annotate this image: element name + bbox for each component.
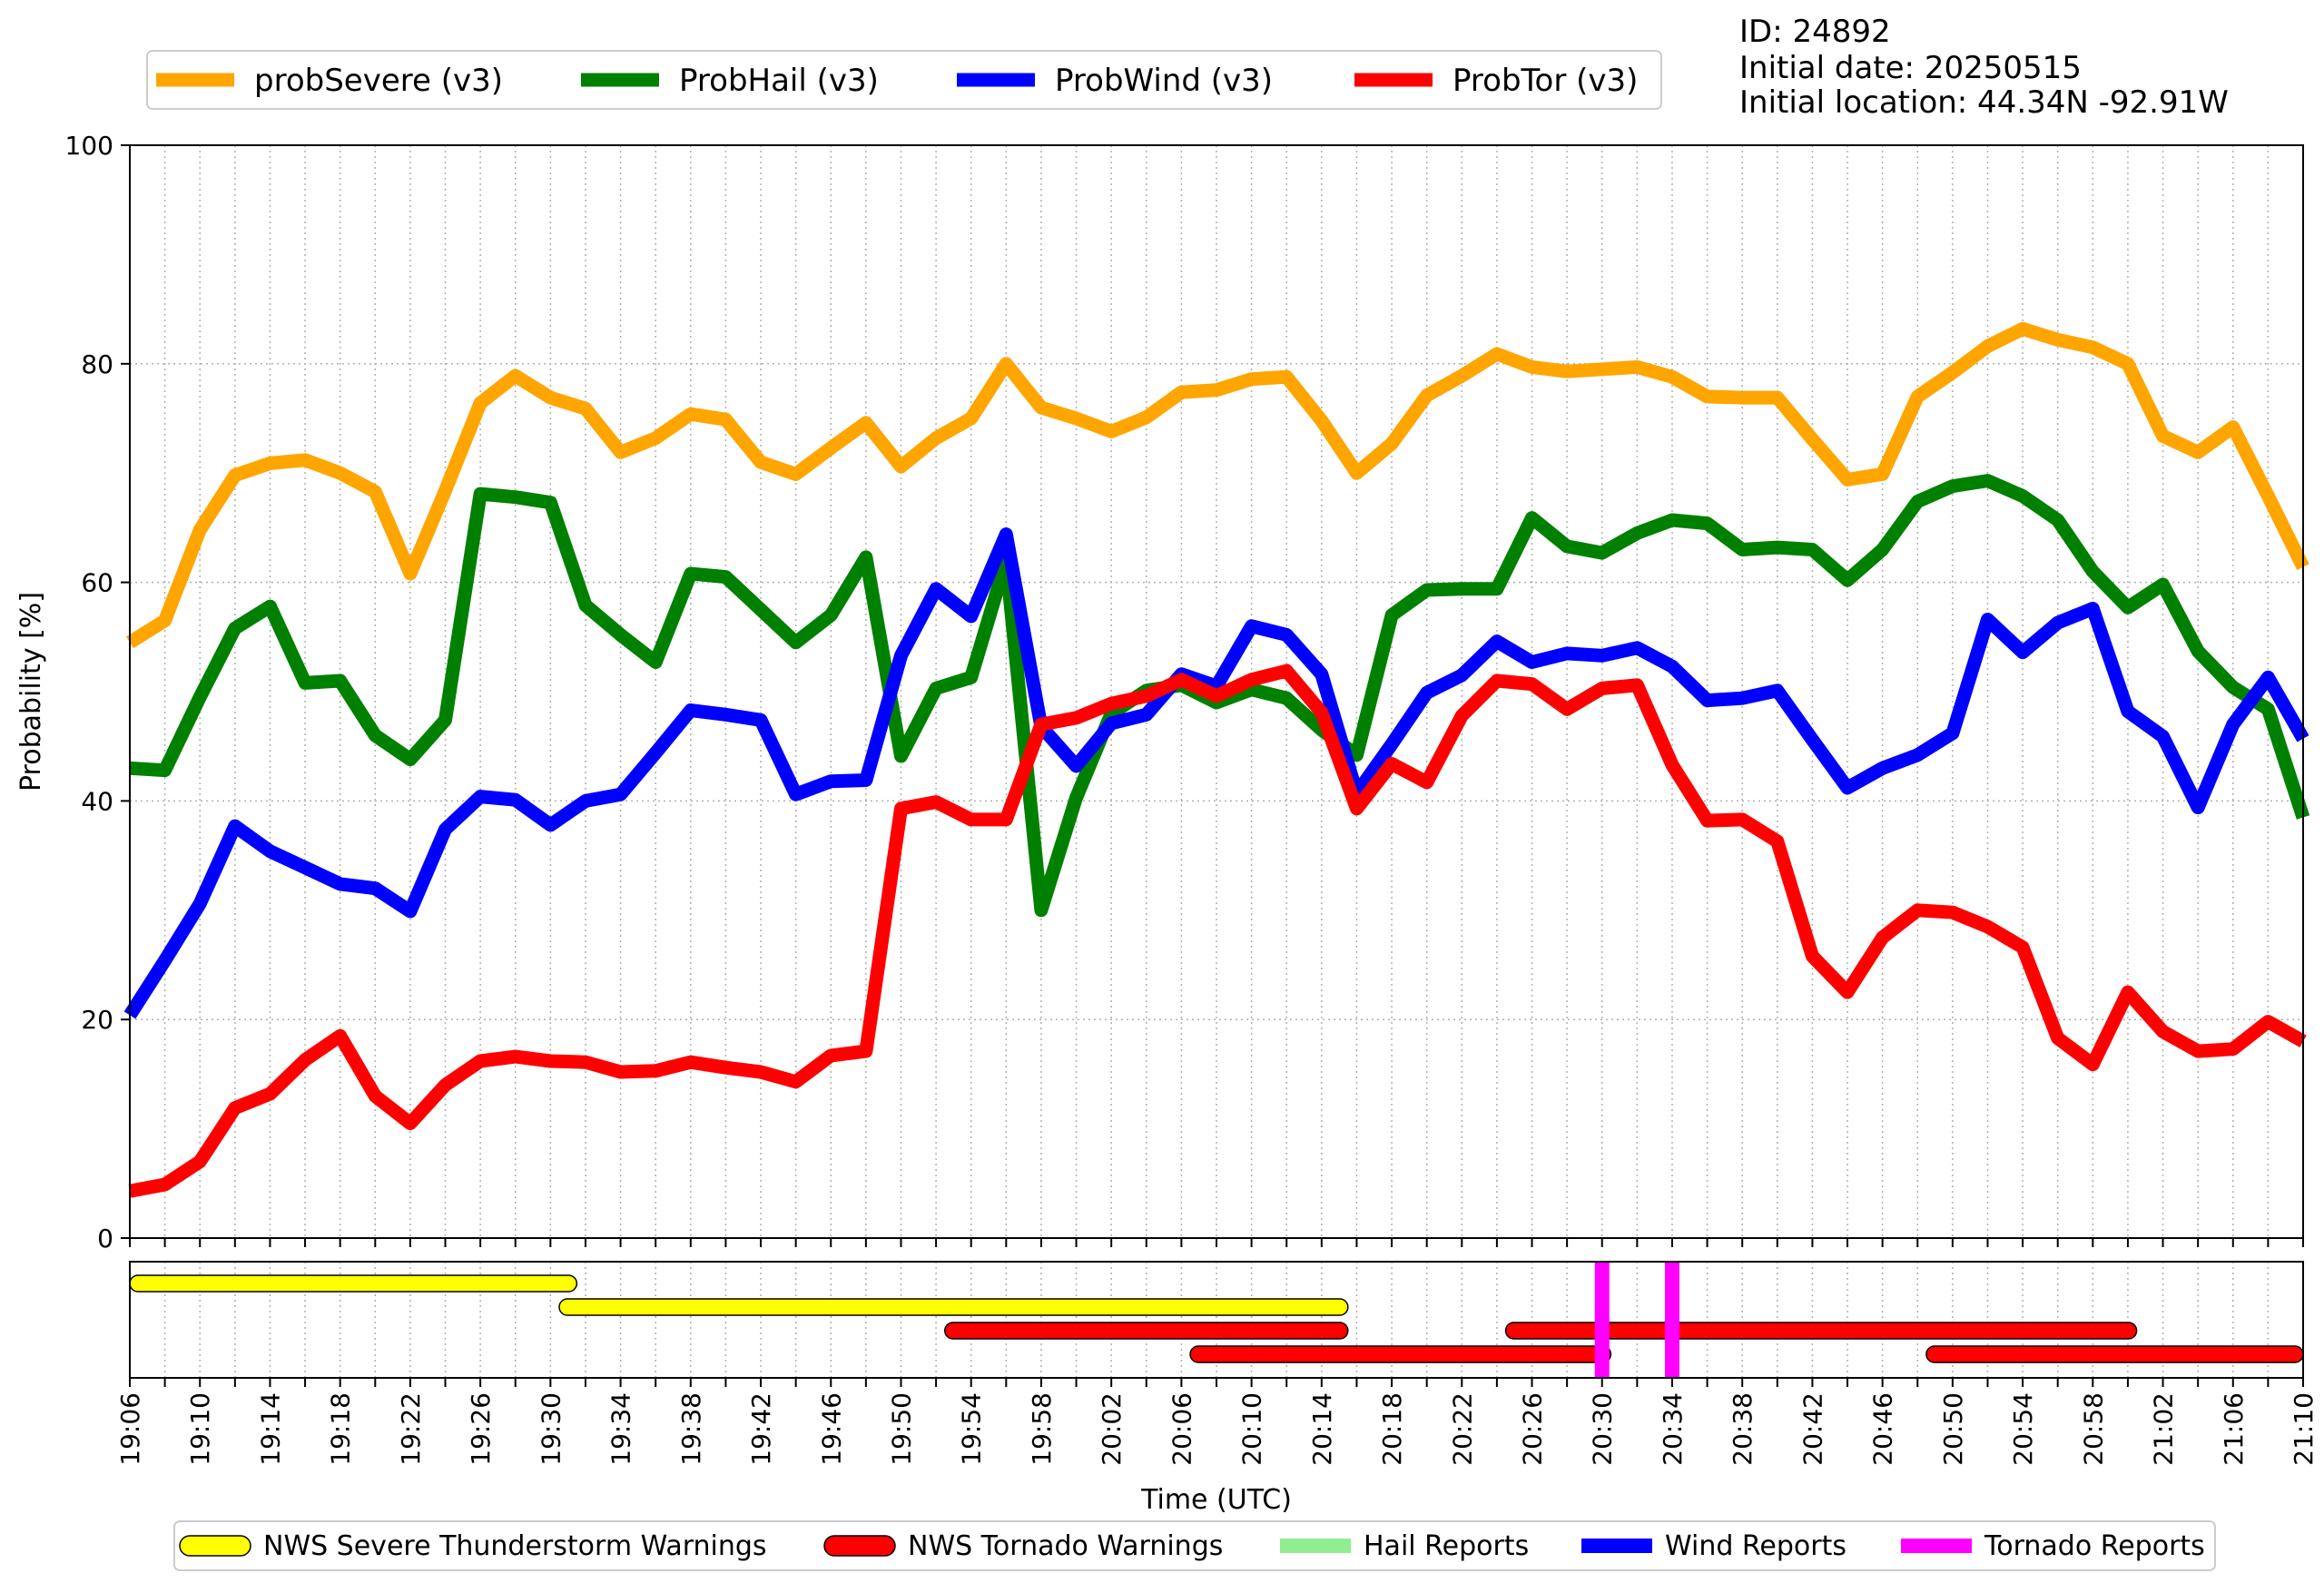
x-tick-label: 19:14 bbox=[255, 1392, 285, 1466]
bottom-legend: NWS Severe Thunderstorm Warnings NWS Torn… bbox=[173, 1520, 2216, 1571]
x-axis-label: Time (UTC) bbox=[1140, 1484, 1292, 1516]
tornado-warning-bar bbox=[1504, 1322, 2138, 1340]
y-tick-label: 0 bbox=[97, 1224, 113, 1254]
severe-warning-bar bbox=[558, 1298, 1349, 1316]
severe-warning-bar bbox=[130, 1274, 578, 1293]
legend-label-2: ProbWind (v3) bbox=[1055, 63, 1273, 99]
series-line-0 bbox=[126, 321, 2309, 649]
series-line-2 bbox=[123, 527, 2309, 1019]
main-series bbox=[123, 321, 2310, 1198]
tornado-warning-bar bbox=[944, 1322, 1349, 1340]
legend-label-0: probSevere (v3) bbox=[254, 63, 503, 99]
x-tick-label: 19:46 bbox=[816, 1392, 846, 1466]
x-tick-label: 19:54 bbox=[957, 1392, 987, 1466]
top-legend: probSevere (v3) ProbHail (v3) ProbWind (v3… bbox=[146, 50, 1662, 110]
x-tick-label: 21:10 bbox=[2289, 1392, 2319, 1466]
timeline-warnings bbox=[130, 1274, 2303, 1363]
x-tick-label: 19:34 bbox=[606, 1392, 636, 1466]
x-tick-label: 20:38 bbox=[1728, 1392, 1758, 1466]
top-legend-frame bbox=[146, 50, 1662, 110]
x-tick-label: 20:50 bbox=[1938, 1392, 1968, 1466]
x-tick-label: 20:34 bbox=[1658, 1392, 1688, 1466]
x-tick-label: 20:58 bbox=[2078, 1392, 2108, 1466]
x-tick-label: 19:26 bbox=[466, 1392, 496, 1466]
x-tick-label: 20:26 bbox=[1518, 1392, 1548, 1466]
bottom-legend-label-2: Hail Reports bbox=[1364, 1530, 1529, 1562]
y-axis-label: Probability [%] bbox=[15, 592, 47, 792]
timeline-x-ticks: 19:06 19:10 19:14 19:18 19:22 19:26 19:30 19:34… bbox=[115, 1378, 2319, 1466]
bottom-legend-label-1: NWS Tornado Warnings bbox=[908, 1530, 1223, 1562]
x-tick-label: 20:06 bbox=[1167, 1392, 1196, 1466]
x-tick-label: 19:18 bbox=[326, 1392, 356, 1466]
x-tick-label: 21:06 bbox=[2219, 1392, 2249, 1466]
info-id: ID: 24892 bbox=[1739, 14, 1891, 50]
y-tick-label: 20 bbox=[81, 1005, 113, 1035]
bottom-legend-swatch-3 bbox=[1581, 1539, 1652, 1553]
x-tick-label: 20:14 bbox=[1307, 1392, 1337, 1466]
x-tick-label: 20:54 bbox=[2008, 1392, 2038, 1466]
x-tick-label: 19:10 bbox=[185, 1392, 215, 1466]
y-tick-label: 60 bbox=[81, 568, 113, 598]
x-tick-label: 19:22 bbox=[396, 1392, 426, 1466]
x-tick-label: 19:06 bbox=[115, 1392, 145, 1466]
main-x-ticks bbox=[129, 1238, 2304, 1247]
bottom-legend-label-3: Wind Reports bbox=[1665, 1530, 1846, 1562]
tornado-report-bar bbox=[1664, 1262, 1679, 1378]
x-tick-label: 19:38 bbox=[676, 1392, 706, 1466]
x-tick-label: 20:46 bbox=[1868, 1392, 1898, 1466]
x-tick-label: 19:50 bbox=[886, 1392, 916, 1466]
timeline-reports bbox=[1594, 1262, 1679, 1378]
x-tick-label: 20:02 bbox=[1097, 1392, 1127, 1466]
timeline-plot: 19:06 19:10 19:14 19:18 19:22 19:26 19:30 19:34… bbox=[115, 1261, 2319, 1516]
x-tick-label: 20:18 bbox=[1377, 1392, 1407, 1466]
bottom-legend-swatch-1 bbox=[823, 1535, 896, 1557]
x-tick-label: 20:30 bbox=[1588, 1392, 1618, 1466]
bottom-legend-swatch-0 bbox=[179, 1535, 251, 1557]
main-plot: 0 20 40 60 80 100 Probability [%] bbox=[15, 131, 2310, 1254]
bottom-legend-swatch-4 bbox=[1901, 1539, 1972, 1553]
info-block: ID: 24892 Initial date: 20250515 Initial… bbox=[1739, 14, 2229, 121]
y-tick-label: 100 bbox=[65, 131, 113, 161]
tornado-report-bar bbox=[1594, 1262, 1610, 1378]
bottom-legend-frame bbox=[173, 1520, 2216, 1571]
x-tick-label: 19:30 bbox=[536, 1392, 566, 1466]
legend-label-3: ProbTor (v3) bbox=[1452, 63, 1638, 99]
x-tick-label: 19:42 bbox=[746, 1392, 776, 1466]
x-tick-label: 20:22 bbox=[1447, 1392, 1477, 1466]
info-location: Initial location: 44.34N -92.91W bbox=[1739, 84, 2229, 121]
tornado-warning-bar bbox=[1925, 1345, 2303, 1363]
x-tick-label: 19:58 bbox=[1027, 1392, 1057, 1466]
bottom-legend-label-0: NWS Severe Thunderstorm Warnings bbox=[263, 1530, 767, 1562]
legend-label-1: ProbHail (v3) bbox=[679, 63, 879, 99]
info-date: Initial date: 20250515 bbox=[1739, 50, 2082, 86]
x-tick-label: 20:42 bbox=[1797, 1392, 1827, 1466]
tornado-warning-bar bbox=[1189, 1345, 1612, 1363]
x-tick-label: 20:10 bbox=[1237, 1392, 1267, 1466]
y-tick-label: 40 bbox=[81, 786, 113, 816]
series-line-3 bbox=[128, 664, 2307, 1198]
main-y-ticks: 0 20 40 60 80 100 bbox=[65, 131, 130, 1254]
bottom-legend-swatch-2 bbox=[1280, 1539, 1351, 1553]
bottom-legend-label-4: Tornado Reports bbox=[1984, 1530, 2205, 1562]
y-tick-label: 80 bbox=[81, 349, 113, 379]
x-tick-label: 21:02 bbox=[2149, 1392, 2179, 1466]
